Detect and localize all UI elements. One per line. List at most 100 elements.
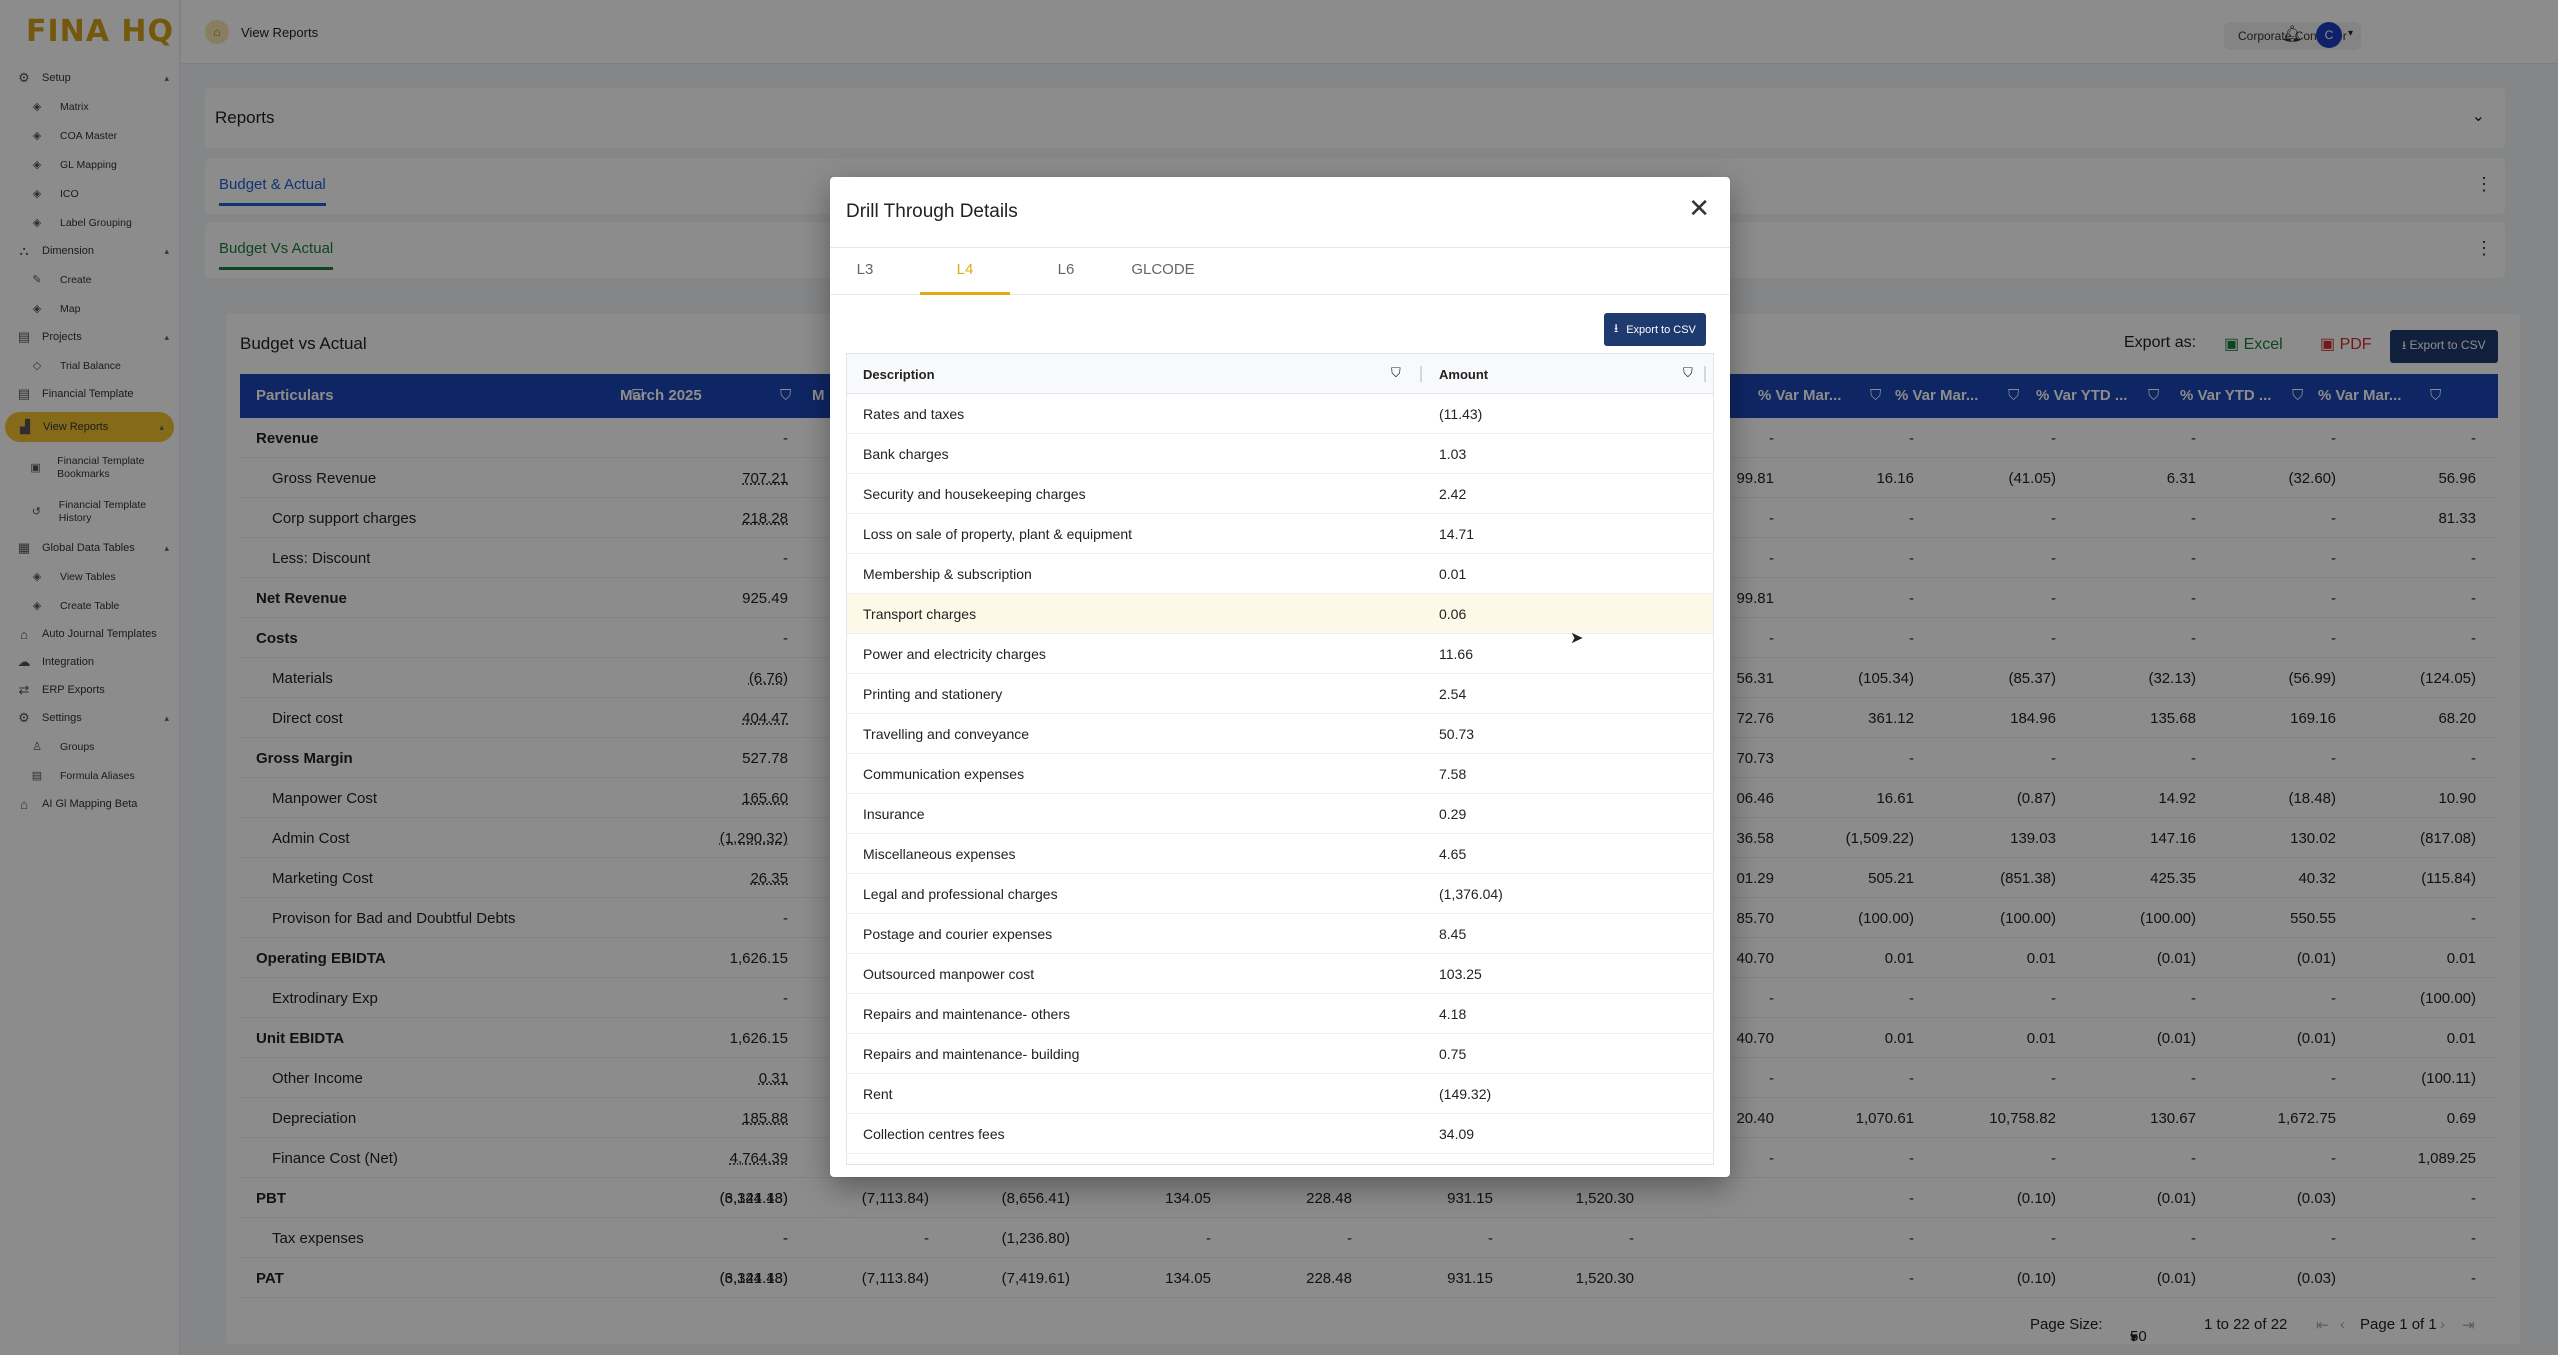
cell-value[interactable]: 931.15 — [1447, 1270, 1493, 1287]
cell-value[interactable]: (0.01) — [2156, 950, 2196, 967]
cell-value[interactable]: 1,626.15 — [729, 950, 788, 967]
table-row[interactable]: Communication expenses 7.58 — [847, 754, 1713, 794]
home-icon[interactable]: ⌂ — [205, 20, 229, 44]
cell-value[interactable]: (0.01) — [2296, 1030, 2336, 1047]
cell-value[interactable]: 139.03 — [2010, 830, 2056, 847]
cell-value[interactable]: 10.90 — [2438, 790, 2476, 807]
cell-value[interactable]: (100.11) — [2421, 1070, 2476, 1087]
sidebar-item-setup[interactable]: ⚙ Setup ▴ — [0, 64, 179, 92]
sidebar-item-trial-balance[interactable]: ◇ Trial Balance — [0, 351, 179, 380]
table-row[interactable]: Bank charges 1.03 — [847, 434, 1713, 474]
cell-value[interactable]: 72.76 — [1736, 710, 1774, 727]
sidebar-item-settings[interactable]: ⚙ Settings ▴ — [0, 704, 179, 732]
cell-value[interactable]: - — [1488, 1230, 1493, 1247]
cell-value[interactable]: - — [2191, 550, 2196, 567]
cell-value[interactable]: 56.31 — [1736, 670, 1774, 687]
cell-value[interactable]: - — [2191, 750, 2196, 767]
cell-value[interactable]: - — [2191, 1150, 2196, 1167]
cell-value[interactable]: 130.67 — [2150, 1110, 2196, 1127]
tab-l4[interactable]: L4 — [920, 261, 1010, 295]
cell-value[interactable]: (105.34) — [1858, 670, 1914, 687]
column-header-march-2025[interactable]: March 2025 — [620, 387, 702, 404]
cell-value[interactable]: - — [1769, 1070, 1774, 1087]
sidebar-item-matrix[interactable]: ◈ Matrix — [0, 92, 179, 121]
cell-value[interactable]: 70.73 — [1736, 750, 1774, 767]
cell-value[interactable]: 20.40 — [1736, 1110, 1774, 1127]
sidebar-item-projects[interactable]: ▤ Projects ▴ — [0, 323, 179, 351]
cell-value[interactable]: (0.01) — [2156, 1030, 2196, 1047]
cell-value[interactable]: - — [2471, 910, 2476, 927]
more-options-icon[interactable]: ⋮ — [2475, 238, 2493, 258]
cell-value[interactable]: 1,672.75 — [2277, 1110, 2336, 1127]
cell-value[interactable]: (3,324.43) — [719, 1270, 788, 1287]
cell-value[interactable]: - — [2471, 430, 2476, 447]
sidebar-item-ico[interactable]: ◈ ICO — [0, 179, 179, 208]
cell-value[interactable]: 134.05 — [1165, 1270, 1211, 1287]
cell-value[interactable]: - — [1909, 1150, 1914, 1167]
sidebar-item-gl-mapping[interactable]: ◈ GL Mapping — [0, 150, 179, 179]
cell-value[interactable]: 165.60 — [742, 790, 788, 807]
export-csv-button[interactable]: ⭳ Export to CSV — [2390, 330, 2498, 363]
cell-value[interactable]: (124.05) — [2420, 670, 2476, 687]
cell-value[interactable]: - — [2331, 1150, 2336, 1167]
cell-value[interactable]: 81.33 — [2438, 510, 2476, 527]
cell-value[interactable]: - — [2331, 750, 2336, 767]
column-header-m[interactable]: M — [812, 387, 825, 404]
cell-value[interactable]: - — [2191, 630, 2196, 647]
cell-value[interactable]: - — [1909, 1270, 1914, 1287]
filter-icon[interactable]: ⛉ — [780, 387, 792, 404]
cell-value[interactable]: - — [1769, 550, 1774, 567]
cell-value[interactable]: - — [2191, 1070, 2196, 1087]
table-row[interactable]: Collection centres fees 34.09 — [847, 1114, 1713, 1154]
cell-value[interactable]: 40.70 — [1736, 1030, 1774, 1047]
filter-icon[interactable]: ⛉ — [1391, 365, 1401, 380]
cell-value[interactable]: 0.31 — [758, 1070, 788, 1087]
chevron-down-icon[interactable]: ⌄ — [2471, 108, 2485, 125]
table-row[interactable]: Repairs and maintenance- building 0.75 — [847, 1034, 1713, 1074]
cell-value[interactable]: - — [1206, 1230, 1211, 1247]
cell-value[interactable]: (6,141.18) — [719, 1190, 788, 1207]
export-pdf-button[interactable]: ▣ PDF — [2320, 334, 2372, 354]
sidebar-item-view-reports[interactable]: ▟ View Reports ▴ — [5, 412, 174, 442]
cell-value[interactable]: 56.96 — [2438, 470, 2476, 487]
table-row[interactable]: Outsourced manpower cost 103.25 — [847, 954, 1713, 994]
cell-value[interactable]: 06.46 — [1736, 790, 1774, 807]
table-row[interactable]: Travelling and conveyance 50.73 — [847, 714, 1713, 754]
chevron-down-icon[interactable]: ▾ — [2348, 28, 2354, 39]
sidebar-item-erp-exports[interactable]: ⇄ ERP Exports — [0, 676, 179, 704]
column-resize-handle[interactable] — [1704, 366, 1706, 382]
cell-value[interactable]: - — [2051, 1150, 2056, 1167]
cell-value[interactable]: - — [2471, 1230, 2476, 1247]
sidebar-item-coa-master[interactable]: ◈ COA Master — [0, 121, 179, 150]
filter-icon[interactable]: ⛉ — [1870, 387, 1882, 404]
table-row[interactable]: Insurance 0.29 — [847, 794, 1713, 834]
cell-value[interactable]: - — [2051, 990, 2056, 1007]
cell-value[interactable]: - — [2051, 1070, 2056, 1087]
table-row[interactable]: Postage and courier expenses 8.45 — [847, 914, 1713, 954]
cell-value[interactable]: - — [1629, 1230, 1634, 1247]
cell-value[interactable]: - — [2051, 550, 2056, 567]
table-row[interactable]: Finance Cost (Net) 4,764.39 - - - - - 1,089.25 — [240, 1138, 2498, 1178]
cell-value[interactable]: 925.49 — [742, 590, 788, 607]
cell-value[interactable]: 527.78 — [742, 750, 788, 767]
cell-value[interactable]: 931.15 — [1447, 1190, 1493, 1207]
cell-value[interactable]: (7,113.84) — [861, 1190, 929, 1207]
filter-icon[interactable]: ⛉ — [1683, 365, 1693, 380]
cell-value[interactable]: - — [1769, 510, 1774, 527]
cell-value[interactable]: 0.01 — [2446, 1030, 2476, 1047]
cell-value[interactable]: 361.12 — [1868, 710, 1914, 727]
cell-value[interactable]: - — [1909, 750, 1914, 767]
sidebar-item-view-tables[interactable]: ◈ View Tables — [0, 562, 179, 591]
prev-page-icon[interactable]: ‹ — [2340, 1316, 2345, 1333]
cell-value[interactable]: - — [783, 990, 788, 1007]
cell-value[interactable]: - — [2331, 1070, 2336, 1087]
cell-value[interactable]: 16.61 — [1876, 790, 1914, 807]
cell-value[interactable]: (32.60) — [2288, 470, 2336, 487]
cell-value[interactable]: - — [2331, 990, 2336, 1007]
cell-value[interactable]: - — [2471, 590, 2476, 607]
cell-value[interactable]: 404.47 — [742, 710, 788, 727]
cell-value[interactable]: - — [1909, 1230, 1914, 1247]
column-header-var-ytd[interactable]: % Var YTD ... — [2180, 387, 2272, 404]
cell-value[interactable]: 425.35 — [2150, 870, 2196, 887]
table-row[interactable]: Rates and taxes (11.43) — [847, 394, 1713, 434]
